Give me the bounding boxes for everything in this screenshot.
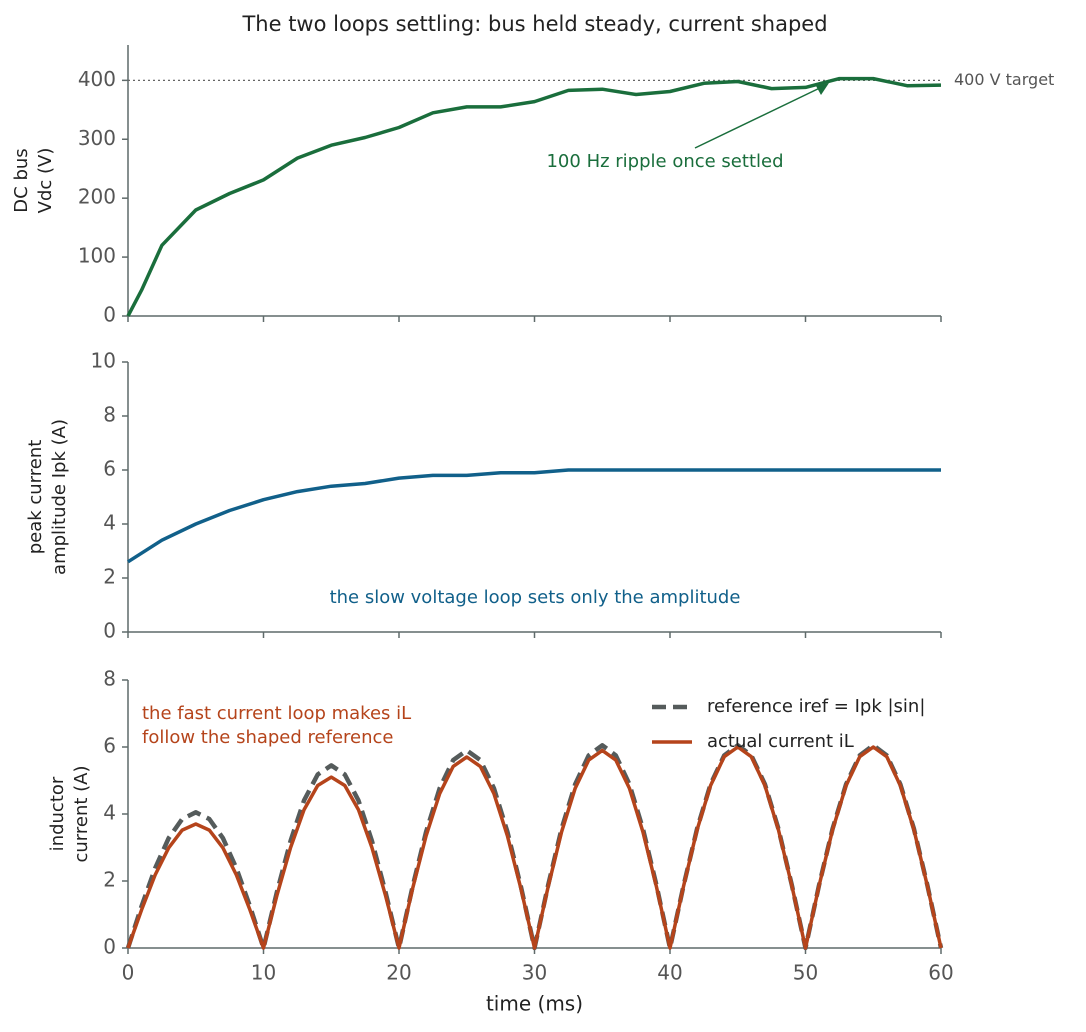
- annotation: the slow voltage loop sets only the ampl…: [330, 587, 741, 608]
- y-tick-label: 300: [78, 126, 116, 150]
- y-tick-label: 100: [78, 244, 116, 268]
- y-tick-label: 0: [103, 303, 116, 327]
- x-tick-label: 10: [251, 961, 276, 985]
- y-tick-label: 400: [78, 67, 116, 91]
- figure-title: The two loops settling: bus held steady,…: [241, 12, 827, 36]
- series-line: [126, 76, 942, 317]
- y-axis-label: peak current: [25, 440, 46, 555]
- y-tick-label: 200: [78, 185, 116, 209]
- y-axis-label: current (A): [71, 765, 92, 862]
- annotation: 100 Hz ripple once settled: [546, 151, 783, 172]
- series-line: [126, 745, 943, 950]
- y-tick-label: 8: [103, 667, 116, 691]
- x-tick-label: 60: [928, 961, 953, 985]
- y-tick-label: 6: [103, 734, 116, 758]
- y-axis-label: amplitude Ipk (A): [49, 419, 70, 575]
- y-tick-label: 0: [103, 619, 116, 643]
- legend-label: actual current iL: [707, 731, 854, 752]
- y-tick-label: 2: [103, 868, 116, 892]
- x-tick-label: 50: [793, 961, 818, 985]
- y-tick-label: 4: [103, 801, 116, 825]
- annotation: follow the shaped reference: [142, 727, 393, 748]
- y-tick-label: 4: [103, 511, 116, 535]
- y-tick-label: 2: [103, 565, 116, 589]
- y-axis-label: inductor: [47, 776, 68, 851]
- annotation-arrow: [694, 84, 827, 149]
- x-tick-label: 0: [122, 961, 135, 985]
- x-tick-label: 40: [657, 961, 682, 985]
- y-axis-label: Vdc (V): [35, 148, 56, 214]
- legend-label: reference iref = Ipk |sin|: [707, 696, 925, 717]
- y-tick-label: 10: [91, 349, 116, 373]
- series-line: [127, 468, 941, 564]
- x-axis-label: time (ms): [486, 992, 583, 1016]
- y-tick-label: 8: [103, 403, 116, 427]
- y-tick-label: 0: [103, 935, 116, 959]
- y-tick-label: 6: [103, 457, 116, 481]
- target-label: 400 V target: [954, 70, 1054, 89]
- arrow-head: [816, 83, 829, 95]
- y-axis-label: DC bus: [11, 148, 32, 212]
- series-line: [125, 743, 944, 951]
- annotation: the fast current loop makes iL: [142, 703, 411, 724]
- x-tick-label: 20: [386, 961, 411, 985]
- x-tick-label: 30: [522, 961, 547, 985]
